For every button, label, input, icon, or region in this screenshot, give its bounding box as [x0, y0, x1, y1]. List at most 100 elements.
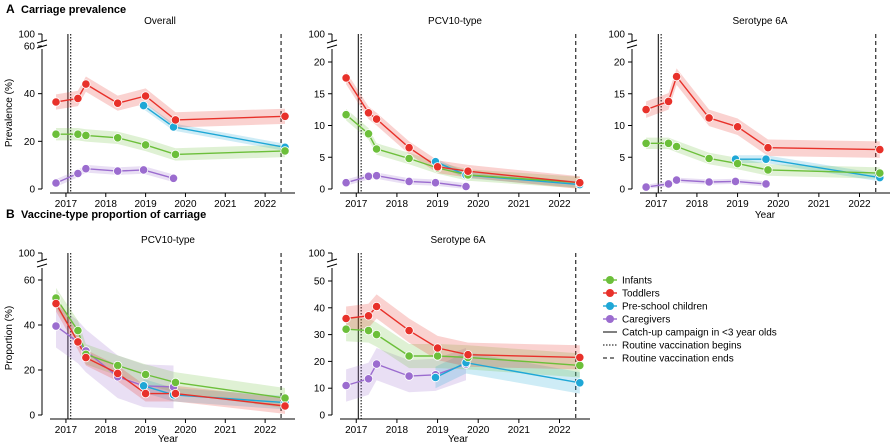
x-tick-label: 2019	[426, 199, 449, 210]
x-tick-label: 2021	[508, 425, 531, 436]
data-point-infants	[875, 168, 885, 178]
data-point-toddlers	[51, 97, 61, 107]
data-point-toddlers	[141, 91, 151, 101]
y-tick-label: 0	[619, 185, 625, 196]
data-point-caregivers	[404, 176, 414, 186]
y-tick-label: 40	[24, 89, 36, 100]
y-axis-label: Proportion (%)	[4, 306, 15, 370]
data-point-toddlers	[432, 162, 443, 172]
data-point-infants	[341, 110, 351, 120]
section-a-header: A Carriage prevalence	[6, 2, 126, 16]
y-tick-label: 10	[314, 384, 326, 395]
data-point-infants	[363, 129, 374, 139]
data-point-toddlers	[404, 143, 414, 153]
data-point-toddlers	[641, 105, 651, 115]
y-tick-label: 100	[18, 30, 35, 41]
data-point-caregivers	[430, 178, 441, 188]
data-point-toddlers	[280, 401, 290, 411]
data-point-toddlers	[575, 178, 585, 188]
y-tick-label: 0	[29, 411, 35, 422]
data-point-toddlers	[363, 108, 374, 118]
y-axis: 100 0 10 20 30 40 50	[308, 249, 338, 422]
x-tick-label: 2022	[548, 425, 571, 436]
ci-band-preschool	[735, 155, 880, 182]
x-tick-label: 2022	[548, 199, 571, 210]
y-tick-label: 20	[314, 357, 326, 368]
data-point-infants	[113, 133, 123, 143]
data-point-infants	[404, 351, 414, 361]
y-tick-label: 15	[614, 89, 626, 100]
y-tick-label: 40	[314, 303, 326, 314]
y-tick-label: 5	[619, 153, 625, 164]
data-point-caregivers	[81, 164, 91, 174]
legend-label: Infants	[622, 276, 652, 287]
data-point-infants	[81, 130, 91, 140]
plot-area: 100 0 5 10 15 20 2017 2018 2019 2020 2021 2022	[608, 30, 890, 210]
legend-item-caregivers: Caregivers	[603, 315, 670, 326]
y-tick-label: 20	[314, 58, 326, 69]
data-point-infants	[432, 351, 443, 361]
data-point-toddlers	[363, 311, 374, 321]
legend-item-routine_end: Routine vaccination ends	[603, 354, 734, 365]
panel-title: Overall	[144, 16, 176, 27]
data-point-toddlers	[404, 325, 414, 336]
legend: Infants Toddlers Pre-school children Caregi…	[603, 276, 777, 365]
x-tick-label: 2022	[254, 425, 277, 436]
data-point-caregivers	[461, 181, 471, 192]
data-point-infants	[663, 138, 674, 148]
x-tick-label: 2017	[55, 199, 78, 210]
axis-break-mark	[36, 258, 48, 263]
x-tick-label: 2019	[426, 425, 449, 436]
data-point-infants	[73, 129, 83, 139]
panel-title: Serotype 6A	[430, 235, 485, 246]
ci-band-toddlers	[346, 294, 580, 370]
data-point-toddlers	[463, 350, 473, 360]
y-tick-label: 100	[308, 249, 325, 260]
data-point-caregivers	[113, 166, 123, 176]
x-axis: 2017 2018 2019 2020 2021 2022	[50, 192, 295, 210]
y-tick-label: 0	[319, 185, 325, 196]
data-point-caregivers	[363, 374, 374, 384]
legend-label: Routine vaccination begins	[622, 341, 742, 352]
y-tick-label: 0	[319, 411, 325, 422]
section-a-letter: A	[6, 2, 15, 16]
data-point-toddlers	[170, 115, 181, 125]
data-point-infants	[280, 146, 290, 156]
y-tick-label: 20	[24, 366, 36, 377]
ci-band-toddlers	[346, 71, 580, 189]
data-point-toddlers	[575, 352, 585, 362]
panel-b-pcv10: PCV10-type Proportion (%) Year 100 0 20 40 6…	[4, 235, 295, 445]
x-tick-label: 2020	[467, 199, 490, 210]
data-point-toddlers	[73, 337, 83, 347]
data-point-preschool	[139, 381, 149, 391]
x-tick-label: 2018	[686, 199, 709, 210]
section-b-letter: B	[6, 207, 15, 221]
data-point-caregivers	[704, 177, 714, 187]
x-tick-label: 2017	[645, 199, 668, 210]
data-point-toddlers	[671, 72, 682, 82]
x-tick-label: 2020	[467, 425, 490, 436]
ci-band-preschool	[143, 102, 285, 151]
legend-swatch-dot	[606, 289, 614, 297]
data-point-caregivers	[371, 359, 382, 369]
data-point-toddlers	[280, 111, 290, 121]
panel-title: PCV10-type	[141, 235, 195, 246]
data-point-infants	[73, 325, 83, 336]
data-point-caregivers	[663, 179, 674, 189]
x-axis: 2017 2018 2019 2020 2021 2022	[340, 418, 590, 436]
data-point-preschool	[575, 378, 585, 388]
data-point-caregivers	[730, 176, 741, 186]
data-point-caregivers	[761, 179, 771, 189]
y-axis: 100 0 5 10 15 20	[608, 30, 638, 196]
x-tick-label: 2017	[345, 199, 368, 210]
axis-break-mark	[626, 44, 638, 49]
x-tick-label: 2018	[95, 425, 118, 436]
y-tick-label: 100	[608, 30, 625, 41]
data-point-caregivers	[404, 371, 414, 381]
data-point-infants	[141, 369, 151, 380]
data-point-toddlers	[113, 368, 123, 378]
x-tick-label: 2020	[174, 199, 197, 210]
data-point-toddlers	[704, 113, 714, 123]
data-point-infants	[363, 325, 374, 336]
